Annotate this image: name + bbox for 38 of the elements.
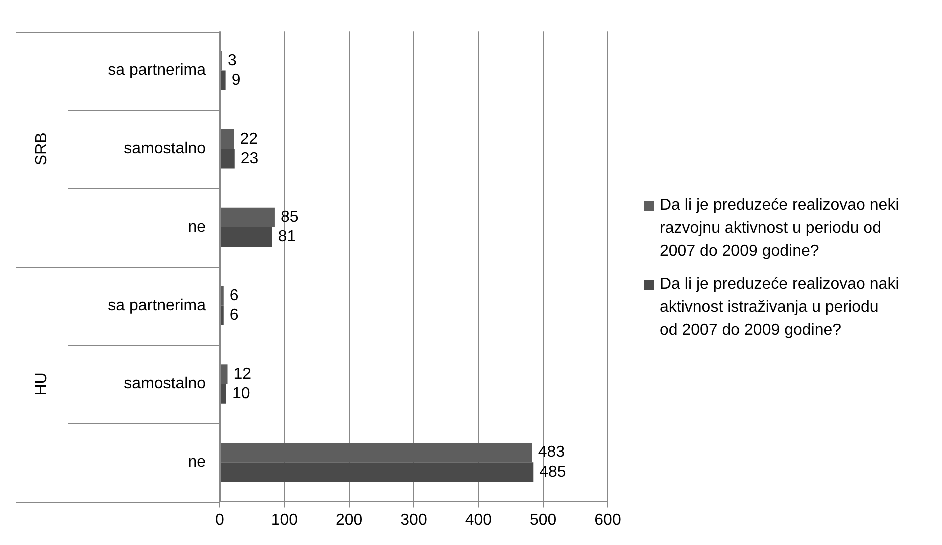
data-label: 3 [228,52,237,70]
x-tick-label: 100 [271,512,298,529]
bar [220,208,275,228]
bar [220,462,534,482]
text: SRB [33,132,50,166]
bar [220,149,235,169]
x-tick-label: 400 [465,512,492,529]
x-tick-label: 300 [400,512,428,529]
data-label: 9 [232,72,241,89]
data-label: 483 [538,444,566,462]
text: HU [33,372,50,396]
x-tick-label: 200 [336,512,363,529]
data-label: 485 [540,464,566,481]
y-tick-label: sa partnerima [108,297,206,314]
bar [220,364,228,384]
y-tick-label: samostalno [124,140,206,158]
y-tick-label: sa partnerima [108,62,206,80]
bar [220,130,234,150]
data-label: 22 [240,130,258,148]
data-label: 10 [232,385,250,402]
y-tick-label: ne [188,218,206,236]
bar [220,443,532,463]
bar [220,228,272,248]
data-label: 6 [230,287,239,304]
legend-label: Da li je preduzeće realizovao naki aktivnost istraživanja u periodu od 2007 do 2009 godine? [660,274,900,340]
x-tick-label: 0 [216,512,225,529]
data-label: 85 [280,209,299,226]
legend-label: Da li je preduzeće realizovao neki razvojnu aktivnost u periodu od 2007 do 2009 godine? [660,196,900,262]
bar [220,70,226,90]
y-tick-label: ne [188,454,206,472]
data-label: 6 [230,307,239,324]
data-label: 81 [278,228,296,246]
data-label: 12 [234,366,252,383]
y-tick-label: samostalno [124,376,206,393]
data-label: 23 [240,150,259,168]
x-tick-label: 500 [530,512,557,529]
bar [220,384,226,404]
x-tick-label: 600 [594,512,622,529]
